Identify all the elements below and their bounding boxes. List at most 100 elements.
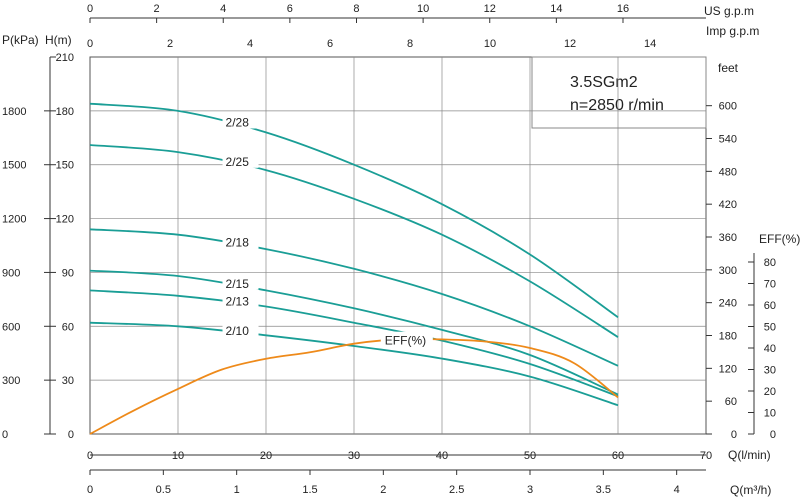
tick-head-m: 150 <box>56 160 74 172</box>
curve-2-18 <box>89 228 619 367</box>
tick-kpa: 900 <box>2 267 20 279</box>
tick-q-lmin: 50 <box>524 450 536 462</box>
axis-ticks: 0 10 20 30 40 50 60 700306090120150180210030060… <box>2 3 776 496</box>
eff-axis-label: EFF(%) <box>759 232 800 246</box>
tick-feet: 420 <box>719 199 737 211</box>
tick-eff: 0 <box>770 429 776 441</box>
curve-label: 2/15 <box>226 277 250 291</box>
curve-2-25 <box>89 144 619 338</box>
tick-feet: 60 <box>725 396 737 408</box>
tick-q-lmin: 70 <box>700 450 712 462</box>
model-info-box <box>531 56 707 129</box>
tick-us-gpm: 10 <box>417 3 429 15</box>
q-m3h-label: Q(m³/h) <box>730 483 771 497</box>
tick-kpa: 1200 <box>2 214 26 226</box>
tick-feet: 240 <box>719 298 737 310</box>
tick-feet: 480 <box>719 166 737 178</box>
tick-eff: 10 <box>764 408 776 420</box>
tick-q-lmin: 10 <box>172 450 184 462</box>
tick-q-lmin: 0 <box>87 450 93 462</box>
curve-label: 2/28 <box>226 115 250 129</box>
tick-head-m: 180 <box>56 106 74 118</box>
curve-label-bg <box>222 234 259 249</box>
tick-us-gpm: 8 <box>353 3 359 15</box>
speed-label: n=2850 r/min <box>570 97 664 114</box>
tick-q-m3h: 1.5 <box>302 484 317 496</box>
eff-label-bg <box>380 331 433 347</box>
curve-label-bg <box>222 323 259 338</box>
tick-head-m: 210 <box>56 52 74 64</box>
tick-eff: 20 <box>764 386 776 398</box>
tick-feet: 300 <box>719 265 737 277</box>
efficiency-label: EFF(%) <box>385 334 426 348</box>
tick-feet: 120 <box>719 363 737 375</box>
curve-label: 2/25 <box>226 155 250 169</box>
tick-q-m3h: 3.5 <box>596 484 611 496</box>
tick-eff: 80 <box>764 257 776 269</box>
curve-2-10 <box>89 321 619 407</box>
tick-kpa: 0 <box>2 429 8 441</box>
tick-kpa: 300 <box>2 375 20 387</box>
tick-us-gpm: 2 <box>154 3 160 15</box>
tick-q-m3h: 0.5 <box>156 484 171 496</box>
efficiency-curve <box>89 338 619 435</box>
tick-us-gpm: 4 <box>220 3 226 15</box>
curve-2-28 <box>89 102 619 319</box>
imp-gpm-label: Imp g.p.m <box>706 24 759 38</box>
tick-feet: 600 <box>719 101 737 113</box>
tick-kpa: 1800 <box>2 106 26 118</box>
tick-us-gpm: 0 <box>87 3 93 15</box>
tick-head-m: 60 <box>62 321 74 333</box>
grid <box>90 57 706 434</box>
curve-label-bg <box>222 275 259 290</box>
curves <box>89 102 619 435</box>
tick-eff: 60 <box>764 300 776 312</box>
tick-head-m: 30 <box>62 375 74 387</box>
tick-q-lmin: 40 <box>436 450 448 462</box>
tick-head-m: 0 <box>68 429 74 441</box>
tick-q-m3h: 2.5 <box>449 484 464 496</box>
tick-kpa: 1500 <box>2 160 26 172</box>
tick-q-lmin: 20 <box>260 450 272 462</box>
tick-us-gpm: 6 <box>287 3 293 15</box>
tick-q-lmin: 60 <box>612 450 624 462</box>
tick-eff: 40 <box>764 343 776 355</box>
tick-imp-gpm: 2 <box>167 38 173 50</box>
head-axis-label: H(m) <box>45 33 72 47</box>
feet-axis-label: feet <box>718 61 739 75</box>
tick-imp-gpm: 4 <box>247 38 253 50</box>
tick-q-lmin: 30 <box>348 450 360 462</box>
curve-label-bg <box>222 153 259 168</box>
tick-kpa: 600 <box>2 321 20 333</box>
curve-label: 2/13 <box>226 295 250 309</box>
tick-imp-gpm: 6 <box>327 38 333 50</box>
tick-eff: 70 <box>764 279 776 291</box>
tick-eff: 50 <box>764 322 776 334</box>
tick-us-gpm: 12 <box>484 3 496 15</box>
tick-us-gpm: 14 <box>550 3 562 15</box>
tick-imp-gpm: 0 <box>87 38 93 50</box>
tick-imp-gpm: 12 <box>564 38 576 50</box>
tick-feet: 540 <box>719 134 737 146</box>
q-lmin-label: Q(l/min) <box>728 448 771 462</box>
tick-q-m3h: 4 <box>674 484 680 496</box>
tick-eff: 30 <box>764 365 776 377</box>
us-gpm-label: US g.p.m <box>704 4 754 18</box>
kpa-axis-label: P(kPa) <box>2 33 39 47</box>
tick-q-m3h: 3 <box>527 484 533 496</box>
tick-imp-gpm: 14 <box>644 38 656 50</box>
curve-label-bg <box>222 293 259 308</box>
model-name: 3.5SGm2 <box>570 74 638 91</box>
tick-head-m: 120 <box>56 214 74 226</box>
tick-q-m3h: 0 <box>87 484 93 496</box>
curve-2-15 <box>89 269 619 396</box>
tick-q-m3h: 2 <box>380 484 386 496</box>
tick-feet: 0 <box>731 429 737 441</box>
tick-imp-gpm: 8 <box>407 38 413 50</box>
tick-us-gpm: 16 <box>617 3 629 15</box>
curve-2-13 <box>89 289 619 398</box>
tick-q-m3h: 1 <box>234 484 240 496</box>
tick-feet: 360 <box>719 232 737 244</box>
curve-label: 2/10 <box>226 324 250 338</box>
